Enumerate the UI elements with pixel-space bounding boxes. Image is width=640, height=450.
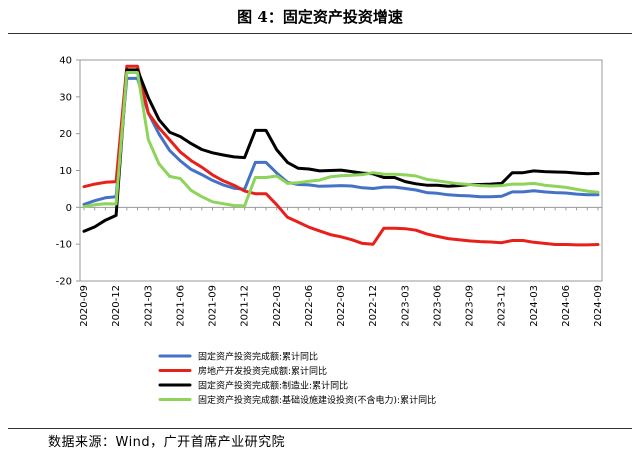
series-line-1 — [82, 76, 600, 206]
line-chart: -20 -10 0 10 20 30 40 2020-09 2020-12 2021-03 2021… — [56, 56, 604, 407]
x-tick-label: 2021-03 — [143, 285, 154, 327]
x-tick-label: 2024-03 — [529, 285, 540, 327]
chart-axes: -20 -10 0 10 20 30 40 2020-09 2020-12 2021-03 2021… — [56, 56, 604, 327]
x-tick-label: 2022-06 — [304, 285, 315, 327]
y-tick-label: 30 — [59, 92, 72, 103]
x-tick-label: 2022-03 — [272, 285, 283, 327]
legend-label-4: 固定资产投资完成额:基础设施建设投资(不含电力):累计同比 — [198, 394, 436, 406]
top-rule — [8, 33, 632, 34]
series-line-2 — [82, 64, 600, 247]
x-tick-label: 2020-12 — [111, 285, 122, 327]
x-tick-label: 2023-09 — [465, 285, 476, 327]
x-tick-label: 2021-06 — [175, 285, 186, 327]
y-tick-label: 0 — [66, 203, 72, 214]
x-tick-label: 2023-06 — [432, 285, 443, 327]
y-tick-label: 10 — [59, 166, 72, 177]
legend-label-1: 固定资产投资完成额:累计同比 — [198, 351, 318, 363]
source-note: 数据来源：Wind，广开首席产业研究院 — [48, 435, 286, 450]
x-tick-label: 2022-12 — [368, 285, 379, 327]
chart-lines — [82, 64, 600, 247]
series-line-3 — [82, 68, 600, 233]
x-tick-label: 2023-12 — [497, 285, 508, 327]
x-tick-label: 2024-09 — [593, 285, 604, 327]
series-line-4 — [82, 71, 600, 209]
x-tick-label: 2023-03 — [400, 285, 411, 327]
x-tick-label: 2022-09 — [336, 285, 347, 327]
y-tick-label: 40 — [59, 56, 72, 67]
bottom-rule — [8, 428, 632, 429]
x-tick-label: 2024-06 — [561, 285, 572, 327]
y-tick-label: -20 — [56, 277, 72, 288]
legend-label-3: 固定资产投资完成额:制造业:累计同比 — [198, 380, 348, 392]
x-tick-label: 2020-09 — [79, 285, 90, 327]
x-tick-label: 2021-09 — [208, 285, 219, 327]
legend-label-2: 房地产开发投资完成额:累计同比 — [198, 365, 327, 377]
y-tick-label: -10 — [56, 240, 72, 251]
y-tick-label: 20 — [59, 129, 72, 140]
chart-legend: 固定资产投资完成额:累计同比房地产开发投资完成额:累计同比固定资产投资完成额:制… — [158, 351, 436, 406]
figure-title: 图 4：固定资产投资增速 — [237, 8, 403, 26]
x-tick-label: 2021-12 — [240, 285, 251, 327]
